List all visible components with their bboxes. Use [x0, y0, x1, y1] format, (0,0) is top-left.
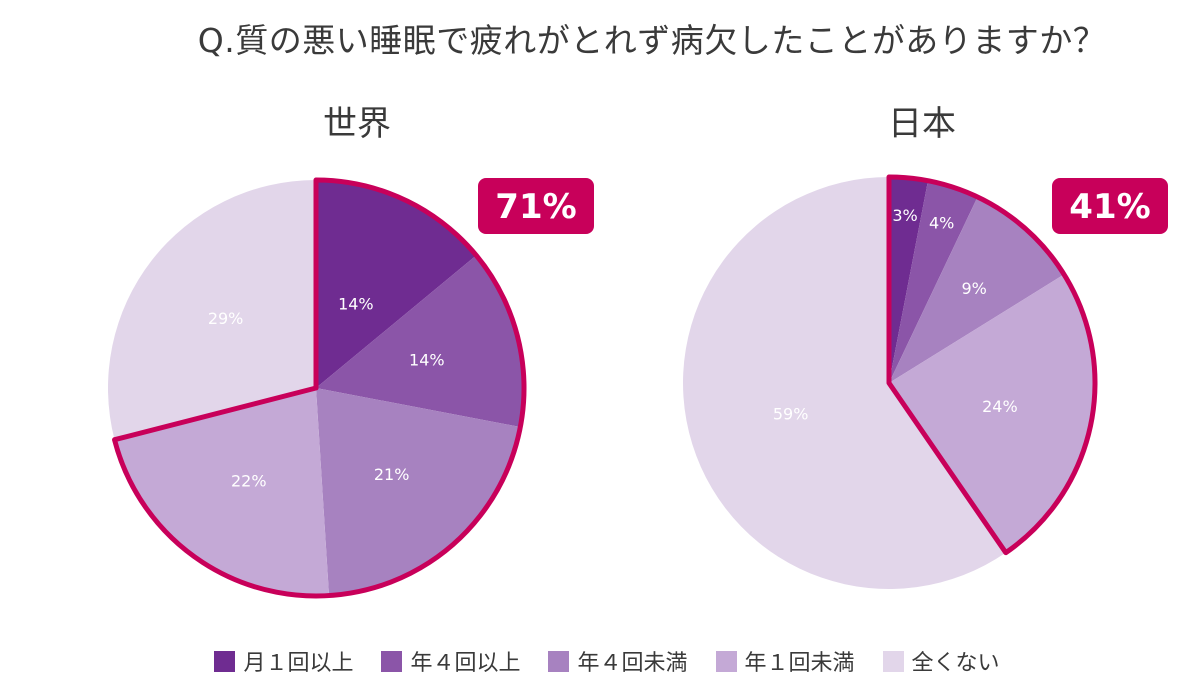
legend-label: 年１回未満	[744, 651, 855, 676]
pie-chart-1: 日本 3% 4% 9% 24% 59% 41%	[683, 104, 1168, 589]
pie-slice	[889, 196, 1065, 383]
pie-title: 世界	[323, 104, 391, 144]
legend-item: 月１回以上	[214, 645, 353, 677]
legend-item: 全くない	[882, 645, 1000, 677]
total-badge-label: 41%	[1069, 187, 1150, 227]
legend-item: 年１回未満	[715, 645, 855, 677]
pie-title: 日本	[888, 104, 956, 144]
pie-slice	[889, 274, 1095, 553]
slice-label: 3%	[892, 206, 917, 225]
pie-slice	[108, 180, 316, 440]
highlight-outline	[886, 174, 1098, 556]
legend-swatch	[715, 650, 737, 672]
slice-label: 21%	[374, 465, 410, 484]
legend-label: 年４回未満	[577, 651, 688, 676]
slice-label: 22%	[231, 472, 267, 491]
legend-label: 月１回以上	[243, 651, 354, 676]
slice-label: 29%	[208, 309, 244, 328]
slice-label: 4%	[929, 214, 954, 233]
legend: 月１回以上 年４回以上 年４回未満 年１回未満 全くない	[0, 645, 1194, 677]
highlight-outline	[112, 177, 527, 599]
pie-slice	[889, 177, 928, 383]
legend-swatch	[381, 650, 403, 672]
slice-label: 14%	[409, 351, 445, 370]
chart-title: Q.質の悪い睡眠で疲れがとれず病欠したことがありますか？	[197, 21, 1107, 60]
pie-slice	[316, 255, 524, 427]
pie-chart-0: 世界 14% 14% 21% 22% 29% 71%	[108, 104, 594, 599]
legend-swatch	[882, 650, 904, 672]
legend-item: 年４回以上	[381, 645, 520, 677]
legend-label: 全くない	[911, 651, 1000, 676]
pie-slice	[683, 177, 1006, 589]
slice-label: 9%	[961, 279, 986, 298]
pie-slice	[889, 180, 978, 383]
total-badge-label: 71%	[495, 187, 576, 227]
pie-slice	[114, 388, 330, 596]
legend-item: 年４回未満	[548, 645, 688, 677]
slice-label: 14%	[338, 294, 374, 313]
legend-swatch	[214, 650, 236, 672]
legend-swatch	[548, 650, 570, 672]
legend-label: 年４回以上	[410, 651, 521, 676]
slice-label: 24%	[982, 397, 1018, 416]
pie-slice	[316, 388, 521, 596]
total-badge	[1052, 178, 1168, 234]
slice-label: 59%	[773, 405, 809, 424]
total-badge	[478, 178, 594, 234]
pie-slice	[316, 180, 477, 388]
